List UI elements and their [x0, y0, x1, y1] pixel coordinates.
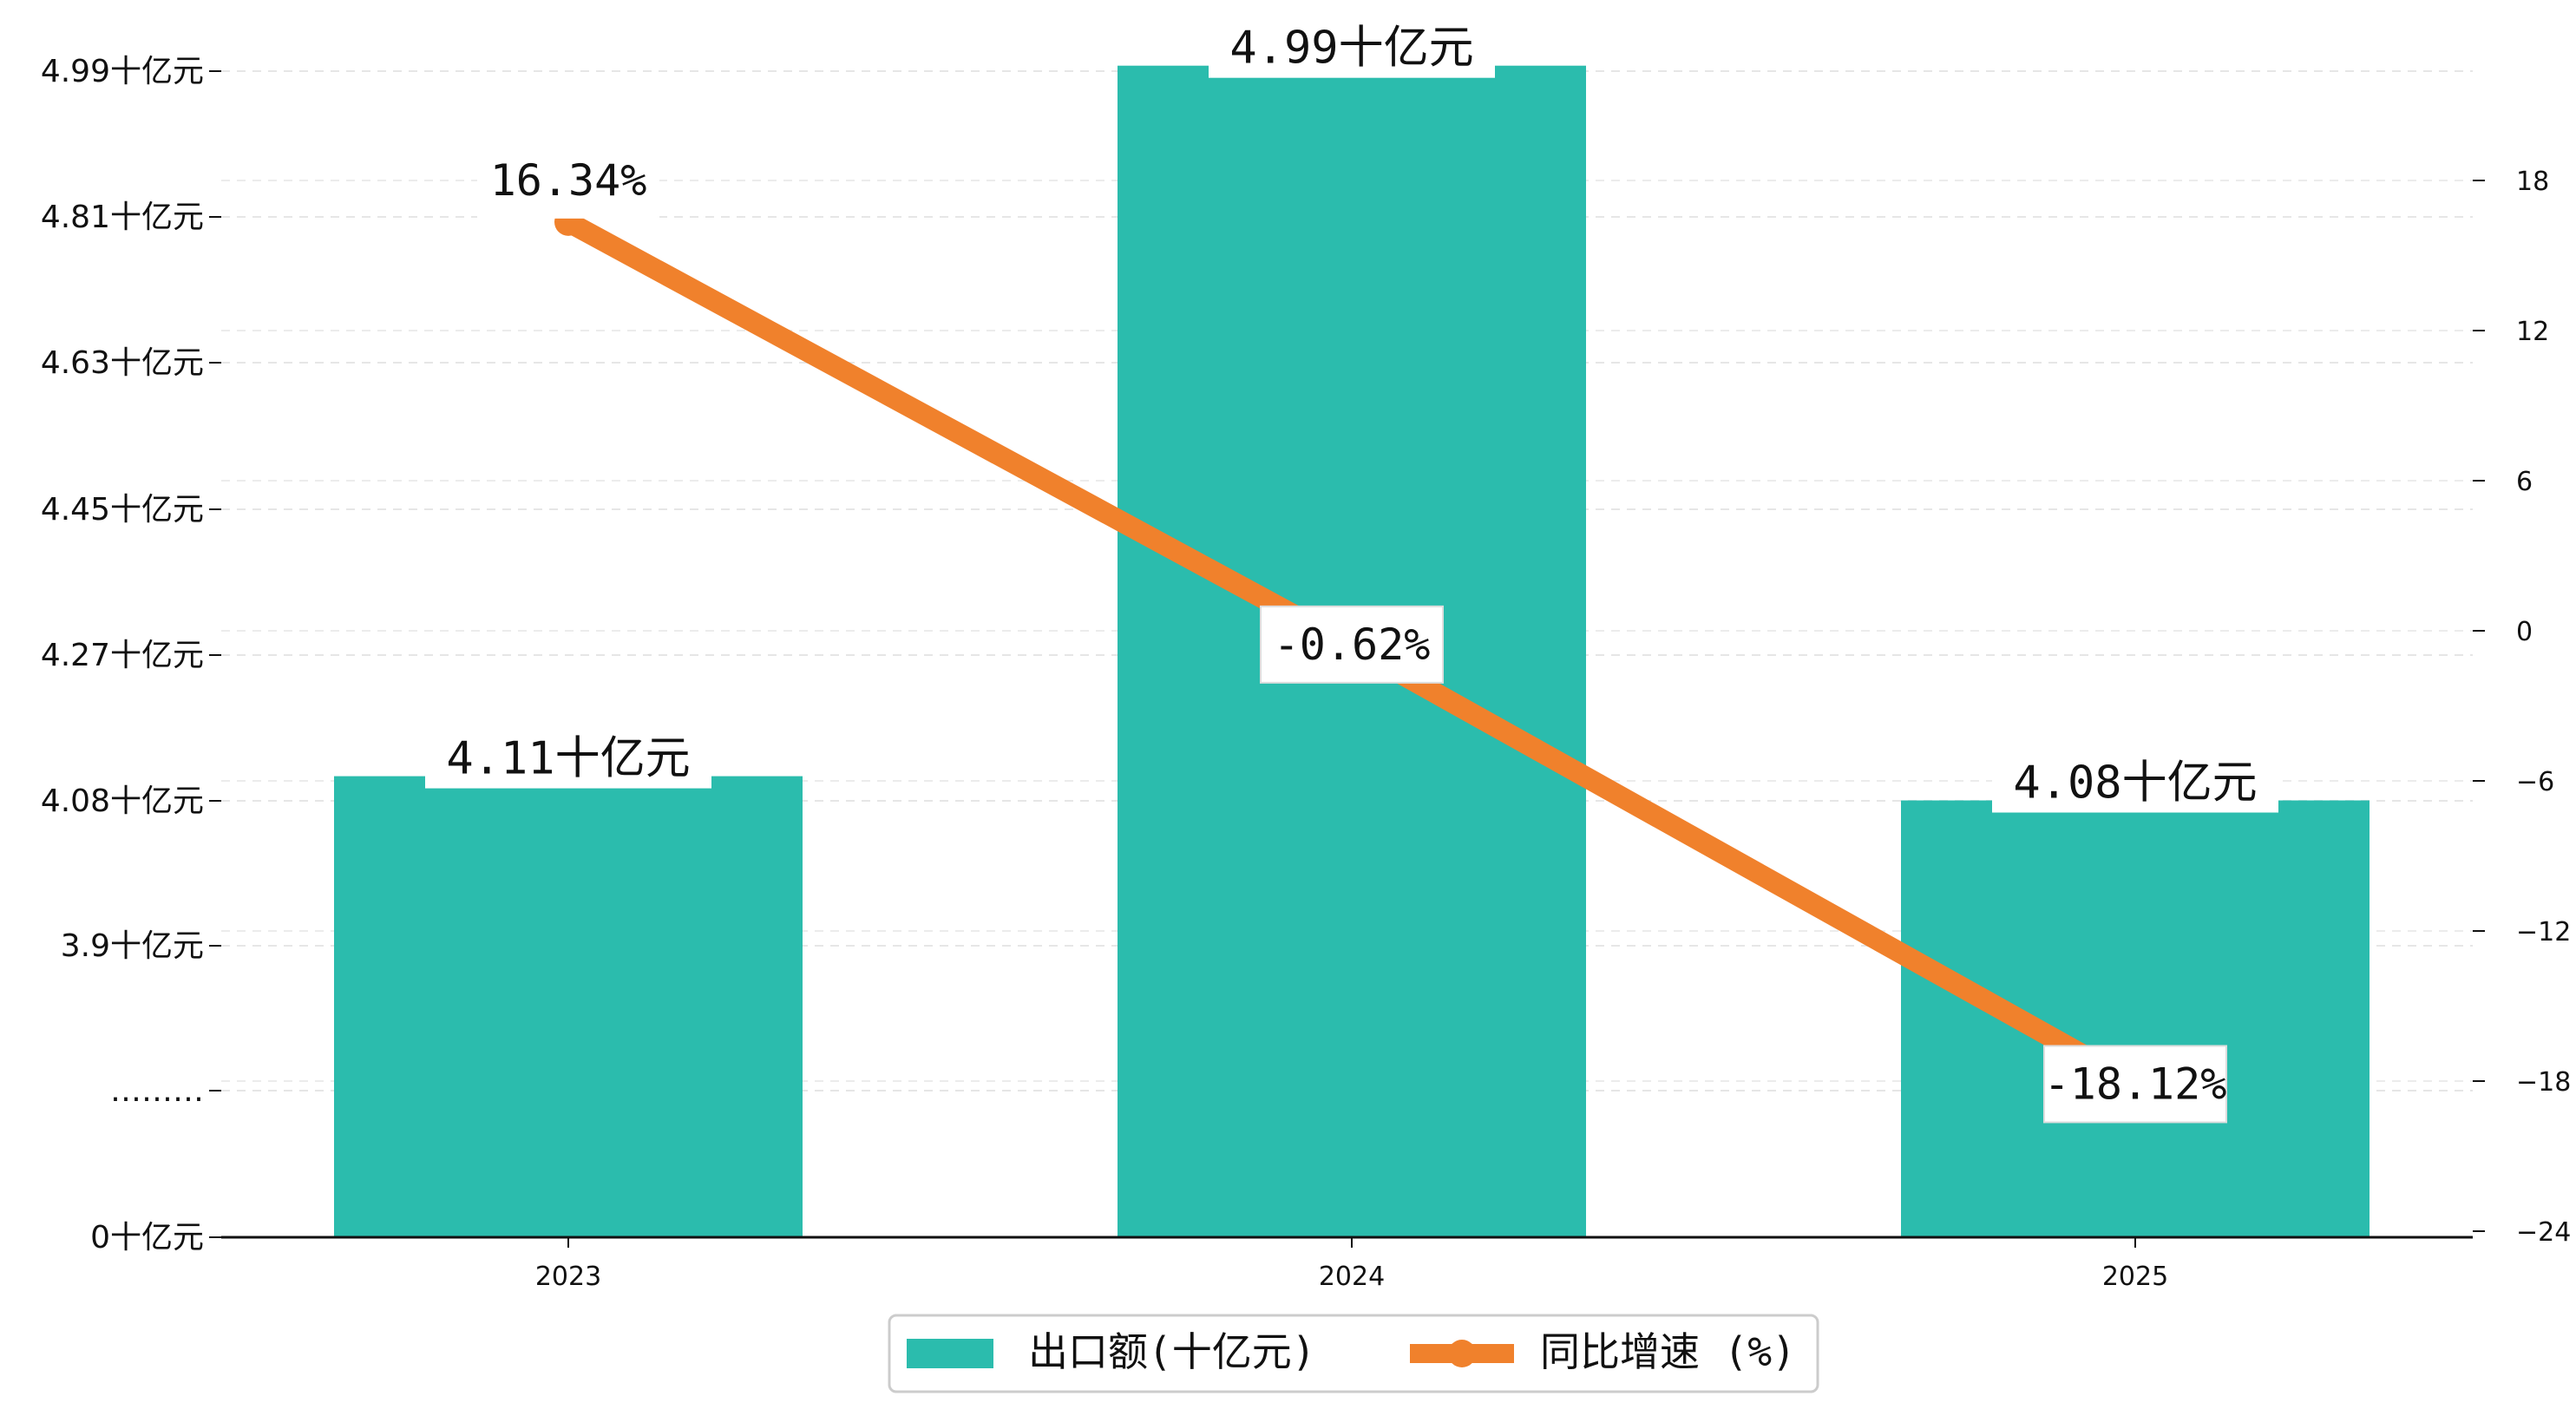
growth-value-label-box [2043, 1045, 2227, 1124]
y-right-tick-label: 6 [2516, 467, 2533, 497]
growth-value-label-box [477, 141, 659, 219]
y-left-tick-label: 4.63十亿元 [41, 345, 204, 381]
y-right-tick-label: −18 [2516, 1067, 2571, 1098]
growth-value-label: -18.12% [2044, 1059, 2227, 1109]
growth-value-label: 16.34% [490, 155, 647, 206]
y-right-tick-label: −12 [2516, 917, 2571, 947]
y-left-tick-label: 4.99十亿元 [41, 54, 204, 89]
legend: 出口额(十亿元) 同比增速 (%) [888, 1314, 1819, 1393]
bar-value-label-box [425, 725, 711, 789]
x-tick-label: 2023 [535, 1262, 601, 1292]
x-tick-label: 2025 [2102, 1262, 2168, 1292]
growth-value-label-box [1260, 605, 1444, 684]
legend-line-marker [1448, 1340, 1476, 1367]
bar-value-label: 4.99十亿元 [1229, 23, 1473, 75]
y-left-tick-label: 4.45十亿元 [41, 492, 204, 528]
growth-value-labels: 16.34% -0.62% -18.12% [477, 141, 2227, 1124]
bar-series [334, 65, 2370, 1237]
y-left-tick-label: 3.9十亿元 [61, 928, 204, 964]
bar-2025 [1901, 800, 2370, 1237]
y-left-tick-label: ……… [110, 1073, 204, 1109]
y-right-tick-label: −24 [2516, 1217, 2571, 1248]
x-tick-label: 2024 [1319, 1262, 1385, 1292]
y-left-tick-label: 0十亿元 [90, 1220, 204, 1255]
bar-value-label: 4.11十亿元 [446, 733, 690, 785]
y-left-tick-label: 4.81十亿元 [41, 200, 204, 235]
bar-value-label: 4.08十亿元 [2013, 757, 2257, 810]
axes: 2023 2024 2025 0十亿元 ……… 3.9十亿元 4.08十亿元 4.27十亿元 4… [41, 54, 2571, 1292]
legend-line-label: 同比增速 (%) [1540, 1328, 1796, 1375]
bar-value-label-box [1209, 15, 1495, 78]
y-right-tick-label: −6 [2516, 767, 2554, 797]
bar-2023 [334, 776, 803, 1237]
y-left-tick-label: 4.08十亿元 [41, 783, 204, 819]
legend-bar-label: 出口额(十亿元) [1028, 1328, 1315, 1375]
legend-bar-swatch [907, 1339, 993, 1368]
bar-value-labels: 4.11十亿元 4.99十亿元 4.08十亿元 [425, 15, 2278, 813]
y-left-tick-label: 4.27十亿元 [41, 638, 204, 673]
y-right-tick-label: 12 [2516, 317, 2549, 347]
legend-frame [888, 1314, 1819, 1393]
y-right-tick-label: 0 [2516, 617, 2533, 647]
bar-value-label-box [1992, 750, 2278, 813]
growth-value-label: -0.62% [1274, 620, 1431, 670]
y-right-tick-label: 18 [2516, 167, 2549, 197]
